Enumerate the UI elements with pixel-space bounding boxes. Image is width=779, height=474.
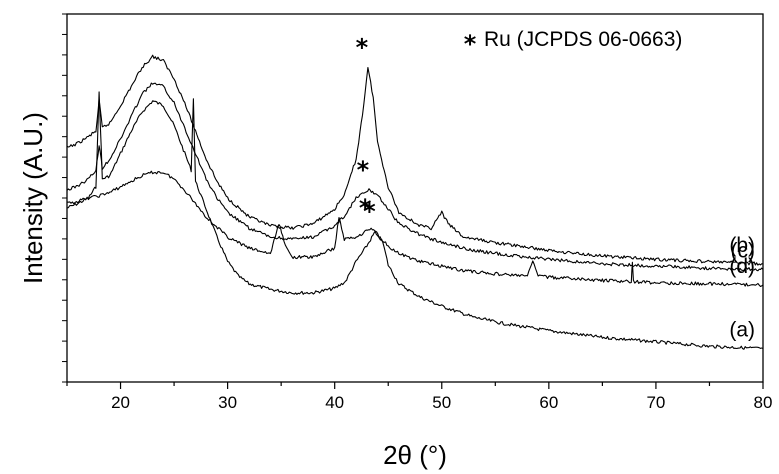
peak-marker-3: * (357, 156, 370, 184)
x-axis-title: 2θ (°) (383, 440, 447, 470)
series-line-3 (66, 82, 764, 272)
series-label-1: (a) (729, 319, 755, 342)
series-label-3: (c) (731, 239, 756, 262)
series-annotations: (a) * (b) * (c) * (d) * (356, 34, 755, 342)
y-minor-ticks (62, 13, 67, 383)
legend-marker: * (464, 30, 477, 58)
series-lines (66, 54, 764, 350)
x-tick-label-30: 30 (218, 393, 237, 412)
series-line-2 (66, 54, 763, 266)
legend-text: Ru (JCPDS 06-0663) (484, 28, 682, 51)
x-tick-label-50: 50 (432, 393, 451, 412)
series-label-4: (d) (729, 255, 755, 278)
plot-frame (66, 13, 764, 383)
peak-marker-2: * (356, 34, 369, 62)
y-axis-title: Intensity (A.U.) (18, 112, 48, 284)
series-line-1 (66, 91, 764, 350)
x-tick-label-20: 20 (111, 393, 130, 412)
series-line-4 (66, 170, 764, 288)
x-axis-ticks: 20 30 40 50 60 70 80 (66, 382, 773, 412)
series-label-2: (b) (729, 234, 755, 257)
x-tick-label-70: 70 (646, 393, 665, 412)
legend: * Ru (JCPDS 06-0663) (464, 28, 683, 58)
x-tick-label-80: 80 (754, 393, 773, 412)
x-tick-label-60: 60 (539, 393, 558, 412)
peak-marker-1: * (363, 197, 376, 225)
peak-marker-4: * (359, 194, 372, 222)
x-tick-label-40: 40 (325, 393, 344, 412)
